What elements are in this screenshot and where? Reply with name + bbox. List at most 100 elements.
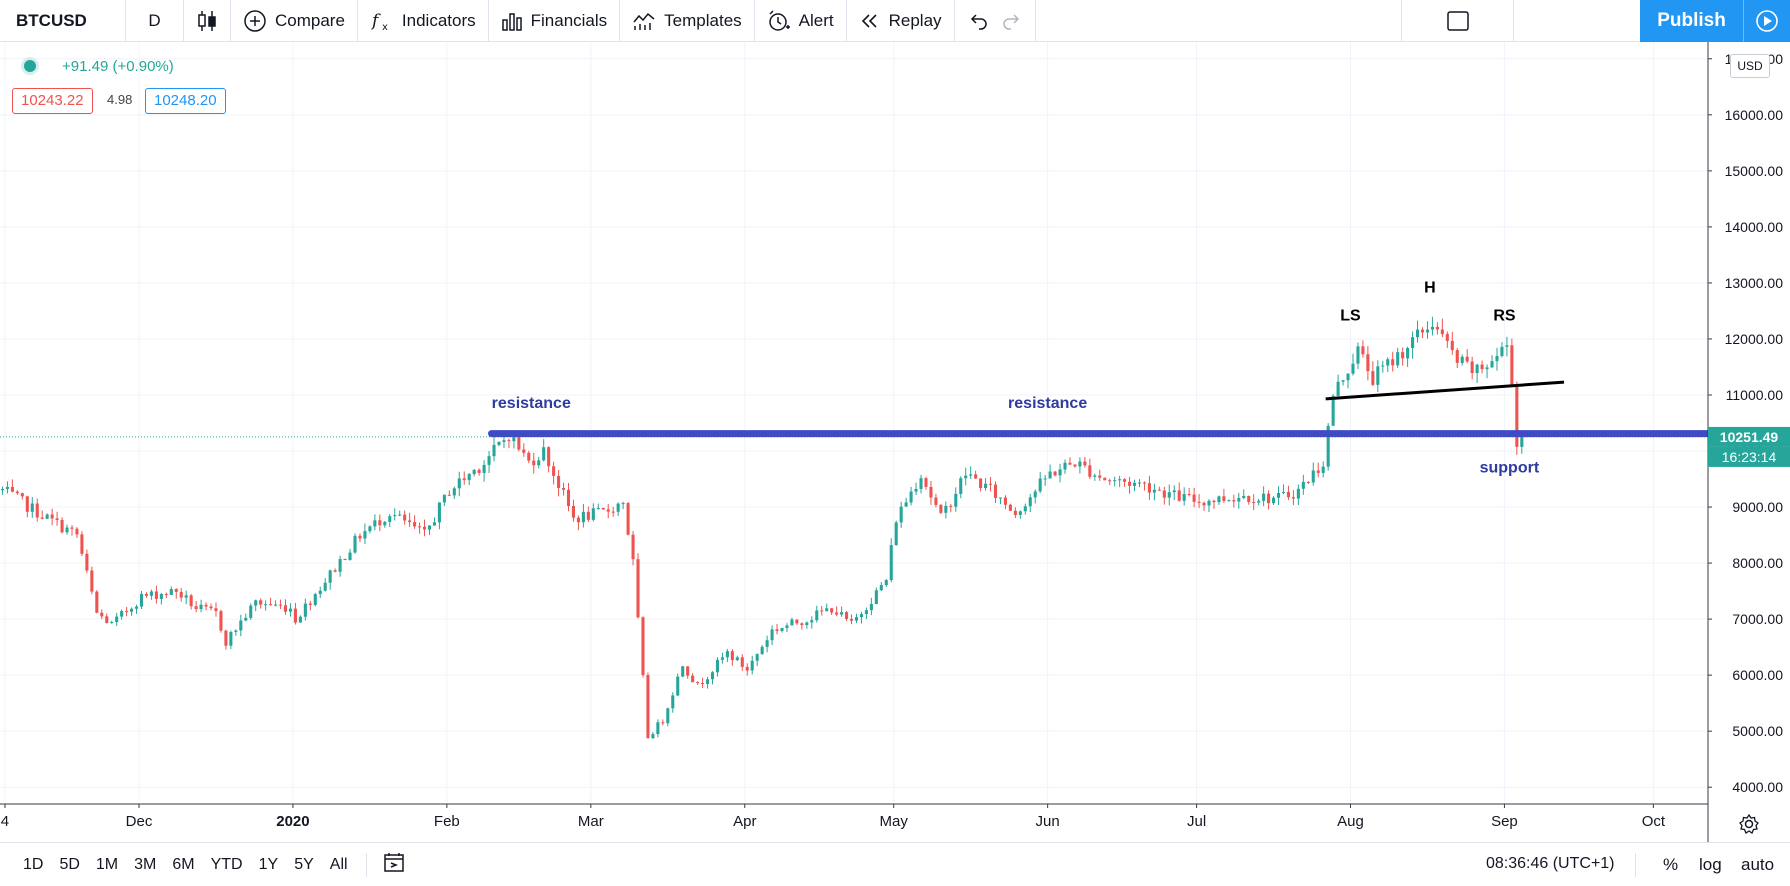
range-button-ytd[interactable]: YTD xyxy=(210,855,243,873)
bottom-toolbar: 1D 5D 1M 3M 6M YTD 1Y 5Y All 08:36:46 (UTC+1) % … xyxy=(0,842,1790,886)
compare-button[interactable]: Compare xyxy=(231,0,358,42)
range-button-5d[interactable]: 5D xyxy=(59,855,80,873)
candle-body xyxy=(710,672,715,680)
publish-dropdown[interactable] xyxy=(1743,0,1790,42)
candle-body xyxy=(552,466,556,476)
publish-button[interactable]: Publish xyxy=(1640,0,1790,42)
annotation-label: support xyxy=(1480,459,1540,476)
candle-body xyxy=(785,625,789,628)
range-button-all[interactable]: All xyxy=(329,855,348,873)
indicators-button[interactable]: f x Indicators xyxy=(358,0,489,42)
candle-body xyxy=(472,469,476,475)
chart-style-button[interactable] xyxy=(184,0,231,42)
auto-scale-toggle[interactable]: auto xyxy=(1741,855,1775,874)
candle-body xyxy=(442,494,446,503)
price-tick-label: 6000.00 xyxy=(1732,667,1783,683)
candle-body xyxy=(20,493,24,497)
candle-body xyxy=(80,534,84,554)
candle-body xyxy=(924,478,928,487)
currency-badge[interactable]: USD xyxy=(1730,54,1770,78)
candle-body xyxy=(288,608,292,612)
symbol-search-button[interactable]: BTCUSD xyxy=(0,0,126,42)
candle-body xyxy=(482,464,486,473)
candle-body xyxy=(1356,346,1360,364)
candle-body xyxy=(194,606,198,609)
candle-body xyxy=(408,520,412,523)
candle-body xyxy=(159,594,163,599)
candle-body xyxy=(343,559,347,561)
candle-body xyxy=(1162,490,1166,498)
ask-price-button[interactable]: 10248.20 xyxy=(145,88,226,114)
candle-body xyxy=(100,612,104,617)
goto-date-button[interactable] xyxy=(377,851,411,878)
neckline-trend-line xyxy=(1325,380,1565,401)
candle-body xyxy=(50,514,54,519)
candle-body xyxy=(889,545,893,581)
time-tick-label: Jul xyxy=(1187,813,1206,830)
annotation-label: resistance xyxy=(1008,395,1087,412)
candle-body xyxy=(30,503,34,512)
candle-body xyxy=(348,552,352,561)
range-button-1d[interactable]: 1D xyxy=(23,855,44,873)
log-scale-toggle[interactable]: log xyxy=(1699,855,1722,874)
range-button-1y[interactable]: 1Y xyxy=(258,855,279,873)
candle-body xyxy=(224,630,228,646)
candle-body xyxy=(562,487,566,490)
candle-body xyxy=(1480,364,1484,370)
redo-button[interactable] xyxy=(995,0,1036,42)
candle-body xyxy=(770,629,774,641)
candle-body xyxy=(214,608,218,612)
replay-label: Replay xyxy=(888,10,942,30)
range-button-1m[interactable]: 1M xyxy=(95,855,119,873)
price-tick-label: 14000.00 xyxy=(1725,219,1784,235)
candle-body xyxy=(646,675,650,739)
candle-body xyxy=(1242,495,1246,498)
time-tick-label: Oct xyxy=(1642,813,1666,830)
range-buttons: 1D 5D 1M 3M 6M YTD 1Y 5Y All xyxy=(0,856,356,874)
bid-price-button[interactable]: 10243.22 xyxy=(12,88,93,114)
financials-button[interactable]: Financials xyxy=(489,0,621,42)
range-button-5y[interactable]: 5Y xyxy=(294,855,314,873)
candle-body xyxy=(914,488,918,492)
timezone-clock[interactable]: 08:36:46 (UTC+1) xyxy=(1486,855,1615,872)
percent-scale-toggle[interactable]: % xyxy=(1663,855,1679,874)
candle-body xyxy=(1043,478,1047,480)
price-chart[interactable]: resistance resistance LS H RS support 4000.00 5… xyxy=(0,42,1790,842)
range-button-6m[interactable]: 6M xyxy=(172,855,195,873)
candle-body xyxy=(139,593,144,607)
gear-icon[interactable] xyxy=(1739,813,1759,834)
candle-body xyxy=(651,734,655,739)
candle-body xyxy=(1311,470,1315,483)
candle-body xyxy=(522,449,526,453)
candle-body xyxy=(378,520,382,526)
candle-body xyxy=(313,594,317,605)
candle-body xyxy=(705,679,710,684)
candle-body xyxy=(497,441,501,445)
candle-body xyxy=(144,593,149,596)
range-button-3m[interactable]: 3M xyxy=(134,855,157,873)
candle-body xyxy=(1391,359,1395,366)
candle-body xyxy=(1078,461,1082,467)
candle-body xyxy=(1306,481,1310,483)
interval-button[interactable]: D xyxy=(126,0,184,42)
candle-body xyxy=(656,722,660,735)
price-tick-label: 11000.00 xyxy=(1726,387,1784,403)
time-tick-label: Feb xyxy=(434,813,460,830)
templates-button[interactable]: Templates xyxy=(620,0,755,42)
layout-button[interactable] xyxy=(1402,0,1514,42)
candle-body xyxy=(581,511,585,523)
alert-button[interactable]: Alert xyxy=(755,0,847,42)
replay-button[interactable]: Replay xyxy=(847,0,955,42)
candle-body xyxy=(626,503,630,535)
candle-body xyxy=(1013,510,1017,515)
candle-body xyxy=(1108,480,1112,482)
candle-body xyxy=(780,627,784,632)
candle-body xyxy=(249,605,253,618)
candle-body xyxy=(1485,367,1489,370)
time-tick-label: Mar xyxy=(578,813,604,830)
undo-button[interactable] xyxy=(955,0,995,42)
candle-body xyxy=(199,604,203,609)
candle-body xyxy=(993,484,998,498)
candle-body xyxy=(477,469,481,473)
candle-body xyxy=(363,531,367,539)
